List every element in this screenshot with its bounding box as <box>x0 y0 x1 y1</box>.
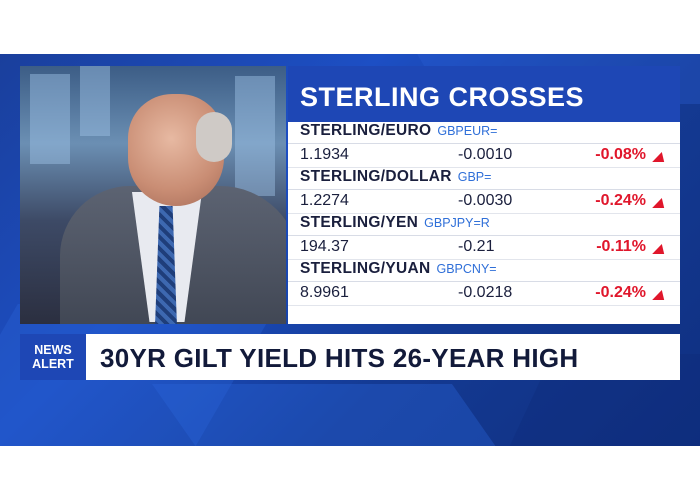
price-value: 8.9961 <box>300 284 349 301</box>
red-triangle-icon <box>652 198 668 208</box>
percent-change: -0.11% <box>596 238 646 255</box>
price-value: 1.2274 <box>300 192 349 209</box>
quote-row: 8.9961 -0.0218 -0.24% <box>288 282 680 306</box>
sterling-crosses-panel: STERLING CROSSES STERLING/EURO GBPEUR= 1.… <box>288 66 680 324</box>
tag-line: ALERT <box>32 357 74 371</box>
speaker-tie <box>155 206 177 324</box>
red-triangle-icon <box>652 244 668 254</box>
quote-row: 194.37 -0.21 -0.11% <box>288 236 680 260</box>
city-window <box>30 74 70 164</box>
ric-code: GBPEUR= <box>437 124 498 138</box>
news-alert-tag: NEWS ALERT <box>20 334 86 380</box>
quote-row: 1.2274 -0.0030 -0.24% <box>288 190 680 214</box>
pair-name: STERLING/EURO <box>300 122 432 139</box>
currency-pair-header: STERLING/YEN GBPJPY=R <box>288 214 680 236</box>
broadcast-frame: STERLING CROSSES STERLING/EURO GBPEUR= 1.… <box>0 54 700 446</box>
alert-headline: 30YR GILT YIELD HITS 26-YEAR HIGH <box>100 343 579 373</box>
percent-change: -0.24% <box>595 284 646 301</box>
price-value: 1.1934 <box>300 146 349 163</box>
price-value: 194.37 <box>300 238 349 255</box>
speaker-hair <box>196 112 232 162</box>
ric-code: GBPJPY=R <box>424 216 490 230</box>
pair-name: STERLING/YUAN <box>300 260 431 277</box>
video-feed <box>20 66 286 324</box>
percent-change: -0.08% <box>595 146 646 163</box>
red-triangle-icon <box>652 152 668 162</box>
news-alert-bar: NEWS ALERT 30YR GILT YIELD HITS 26-YEAR … <box>20 334 680 380</box>
tag-line: NEWS <box>34 343 72 357</box>
city-window <box>80 66 110 136</box>
red-triangle-icon <box>652 290 668 300</box>
change-value: -0.0030 <box>458 192 513 209</box>
ric-code: GBP= <box>457 170 492 184</box>
change-value: -0.21 <box>458 238 495 255</box>
percent-change: -0.24% <box>595 192 646 209</box>
currency-pair-header: STERLING/EURO GBPEUR= <box>288 122 680 144</box>
background-facet <box>151 384 509 446</box>
change-value: -0.0218 <box>458 284 513 301</box>
quote-row: 1.1934 -0.0010 -0.08% <box>288 144 680 168</box>
currency-pair-header: STERLING/YUAN GBPCNY= <box>288 260 680 282</box>
change-value: -0.0010 <box>458 146 513 163</box>
ric-code: GBPCNY= <box>436 262 497 276</box>
pair-name: STERLING/YEN <box>300 214 419 231</box>
pair-name: STERLING/DOLLAR <box>300 168 452 185</box>
city-window <box>235 76 275 196</box>
panel-title: STERLING CROSSES <box>288 66 680 122</box>
currency-pair-header: STERLING/DOLLAR GBP= <box>288 168 680 190</box>
